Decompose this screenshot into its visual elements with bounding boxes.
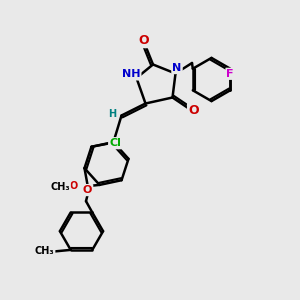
Text: CH₃: CH₃: [35, 246, 54, 256]
Text: H: H: [108, 109, 117, 119]
Text: O: O: [83, 185, 92, 195]
Text: O: O: [69, 182, 77, 191]
Text: Cl: Cl: [109, 138, 121, 148]
Text: O: O: [188, 104, 199, 117]
Text: NH: NH: [122, 69, 140, 80]
Text: F: F: [226, 69, 234, 79]
Text: O: O: [139, 34, 149, 47]
Text: CH₃: CH₃: [50, 182, 70, 192]
Text: N: N: [172, 63, 182, 73]
